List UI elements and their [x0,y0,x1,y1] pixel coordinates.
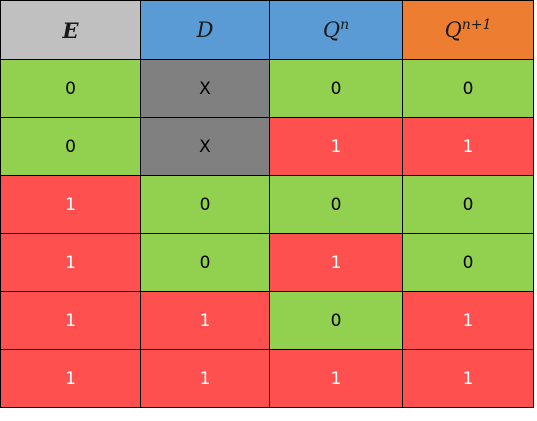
cell-d: X [140,59,270,118]
table-row: 1 0 1 0 [0,233,534,292]
cell-qn: 0 [269,59,403,118]
cell-qn: 0 [269,175,403,234]
cell-qn1: 0 [402,175,534,234]
cell-qn1: 1 [402,349,534,408]
table-row: 1 1 0 1 [0,291,534,350]
cell-e: 1 [0,291,141,350]
cell-d: 0 [140,233,270,292]
header-e: E [0,0,141,60]
d-latch-truth-table: E D Qn Qn+1 0 X 0 0 0 X 1 1 1 0 0 [0,0,534,408]
cell-d: 0 [140,175,270,234]
table-row: 1 0 0 0 [0,175,534,234]
cell-qn: 1 [269,349,403,408]
cell-d: 1 [140,291,270,350]
cell-d: X [140,117,270,176]
cell-d: 1 [140,349,270,408]
table-row: 0 X 0 0 [0,59,534,118]
cell-qn1: 0 [402,59,534,118]
table-row: 1 1 1 1 [0,349,534,408]
cell-qn: 0 [269,291,403,350]
cell-qn1: 1 [402,291,534,350]
header-qn1: Qn+1 [402,0,534,60]
cell-qn1: 0 [402,233,534,292]
cell-qn: 1 [269,117,403,176]
header-qn: Qn [269,0,403,60]
header-qn-base: Q [322,18,341,42]
truth-table-container: E D Qn Qn+1 0 X 0 0 0 X 1 1 1 0 0 [0,0,534,408]
header-row: E D Qn Qn+1 [0,0,534,60]
cell-e: 0 [0,117,141,176]
header-qn-sup: n [340,17,350,33]
cell-e: 1 [0,349,141,408]
cell-qn1: 1 [402,117,534,176]
header-qn1-base: Q [444,18,462,42]
header-d: D [140,0,270,60]
cell-e: 1 [0,233,141,292]
table-row: 0 X 1 1 [0,117,534,176]
cell-e: 0 [0,59,141,118]
cell-qn: 1 [269,233,403,292]
cell-e: 1 [0,175,141,234]
header-qn1-sup: n+1 [461,17,492,33]
